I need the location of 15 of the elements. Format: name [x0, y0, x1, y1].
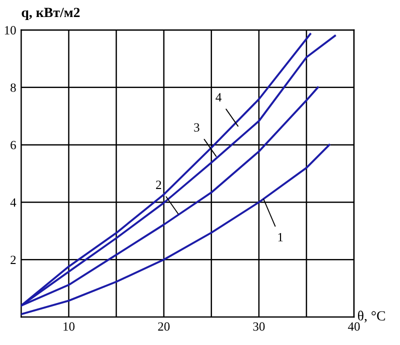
x-tick-label: 20 [158, 322, 170, 331]
annotation: 3 [194, 123, 200, 132]
annotation: 2 [156, 180, 162, 189]
x-axis-title: θ, °C [358, 310, 385, 323]
y-tick-label: 2 [10, 256, 16, 264]
x-tick-label: 30 [253, 322, 265, 331]
x-tick-label: 40 [348, 322, 360, 331]
annotation: 1 [278, 233, 283, 242]
y-tick-label: 4 [10, 198, 16, 207]
x-tick-label: 10 [64, 322, 75, 331]
y-tick-label: 8 [10, 83, 16, 92]
y-axis-title: q, кВт/м2 [22, 8, 80, 20]
annotation: 4 [216, 93, 222, 102]
y-tick-label: 10 [4, 26, 16, 34]
y-tick-label: 6 [10, 140, 16, 150]
